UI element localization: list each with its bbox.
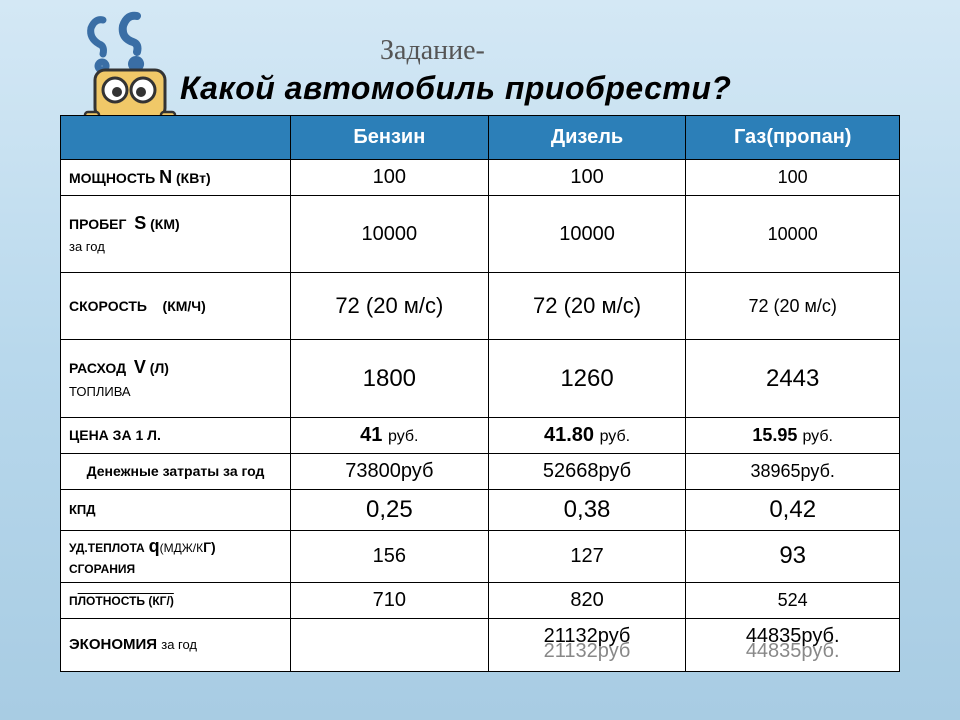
table-cell: 38965руб. bbox=[686, 453, 900, 489]
row-label: ПРОБЕГ S (КМ)за год bbox=[61, 196, 291, 273]
table-row: ЭКОНОМИЯ за год 21132руб21132руб44835руб.… bbox=[61, 618, 900, 671]
table-cell: 1800 bbox=[291, 340, 489, 417]
table-cell: 1260 bbox=[488, 340, 686, 417]
table-cell: 100 bbox=[291, 160, 489, 196]
row-label: ПЛОТНОСТЬ (КГ/) bbox=[61, 582, 291, 618]
table-cell: 72 (20 м/с) bbox=[488, 273, 686, 340]
col-header-petrol: Бензин bbox=[291, 116, 489, 160]
table-cell: 44835руб.44835руб. bbox=[686, 618, 900, 671]
table-row: ПРОБЕГ S (КМ)за год100001000010000 bbox=[61, 196, 900, 273]
table-row: ПЛОТНОСТЬ (КГ/)710820524 bbox=[61, 582, 900, 618]
row-label: РАСХОД V (Л)топлива bbox=[61, 340, 291, 417]
table-cell: 2443 bbox=[686, 340, 900, 417]
question-figure-icon bbox=[75, 10, 185, 130]
row-label: Денежные затраты за год bbox=[61, 453, 291, 489]
table-row: УД.ТЕПЛОТА q(МДЖ/КГ)сгорания15612793 bbox=[61, 530, 900, 582]
row-label: мощность N (КВт) bbox=[61, 160, 291, 196]
table-cell: 820 bbox=[488, 582, 686, 618]
table-cell: 52668руб bbox=[488, 453, 686, 489]
table-cell: 10000 bbox=[686, 196, 900, 273]
table-header-row: Бензин Дизель Газ(пропан) bbox=[61, 116, 900, 160]
table-body: мощность N (КВт)100100100ПРОБЕГ S (КМ)за… bbox=[61, 160, 900, 672]
table-row: мощность N (КВт)100100100 bbox=[61, 160, 900, 196]
row-label: ЭКОНОМИЯ за год bbox=[61, 618, 291, 671]
table-row: КПД0,250,380,42 bbox=[61, 489, 900, 530]
col-header-diesel: Дизель bbox=[488, 116, 686, 160]
table-cell: 41 руб. bbox=[291, 417, 489, 453]
table-cell: 524 bbox=[686, 582, 900, 618]
table-cell: 72 (20 м/с) bbox=[686, 273, 900, 340]
table-cell: 127 bbox=[488, 530, 686, 582]
table-cell: 100 bbox=[686, 160, 900, 196]
table-cell: 100 bbox=[488, 160, 686, 196]
col-header-gas: Газ(пропан) bbox=[686, 116, 900, 160]
table-cell: 710 bbox=[291, 582, 489, 618]
row-label: ЦЕНА ЗА 1 Л. bbox=[61, 417, 291, 453]
col-header-blank bbox=[61, 116, 291, 160]
task-label: Задание- bbox=[380, 35, 485, 67]
table-cell: 21132руб21132руб bbox=[488, 618, 686, 671]
table-cell: 156 bbox=[291, 530, 489, 582]
table-cell: 10000 bbox=[488, 196, 686, 273]
table-cell: 0,42 bbox=[686, 489, 900, 530]
comparison-table: Бензин Дизель Газ(пропан) мощность N (КВ… bbox=[60, 115, 900, 672]
row-label: СКОРОСТЬ (КМ/Ч) bbox=[61, 273, 291, 340]
table-row: РАСХОД V (Л)топлива180012602443 bbox=[61, 340, 900, 417]
table-row: Денежные затраты за год73800руб52668руб3… bbox=[61, 453, 900, 489]
table-cell: 0,25 bbox=[291, 489, 489, 530]
row-label: КПД bbox=[61, 489, 291, 530]
row-label: УД.ТЕПЛОТА q(МДЖ/КГ)сгорания bbox=[61, 530, 291, 582]
table-cell: 10000 bbox=[291, 196, 489, 273]
table-cell: 93 bbox=[686, 530, 900, 582]
table-row: ЦЕНА ЗА 1 Л.41 руб.41.80 руб.15.95 руб. bbox=[61, 417, 900, 453]
table-cell: 15.95 руб. bbox=[686, 417, 900, 453]
table-cell: 72 (20 м/с) bbox=[291, 273, 489, 340]
table-cell: 73800руб bbox=[291, 453, 489, 489]
question-title: Какой автомобиль приобрести? bbox=[180, 70, 731, 107]
table-cell: 0,38 bbox=[488, 489, 686, 530]
table-cell: 41.80 руб. bbox=[488, 417, 686, 453]
table-cell bbox=[291, 618, 489, 671]
table-row: СКОРОСТЬ (КМ/Ч)72 (20 м/с)72 (20 м/с)72 … bbox=[61, 273, 900, 340]
